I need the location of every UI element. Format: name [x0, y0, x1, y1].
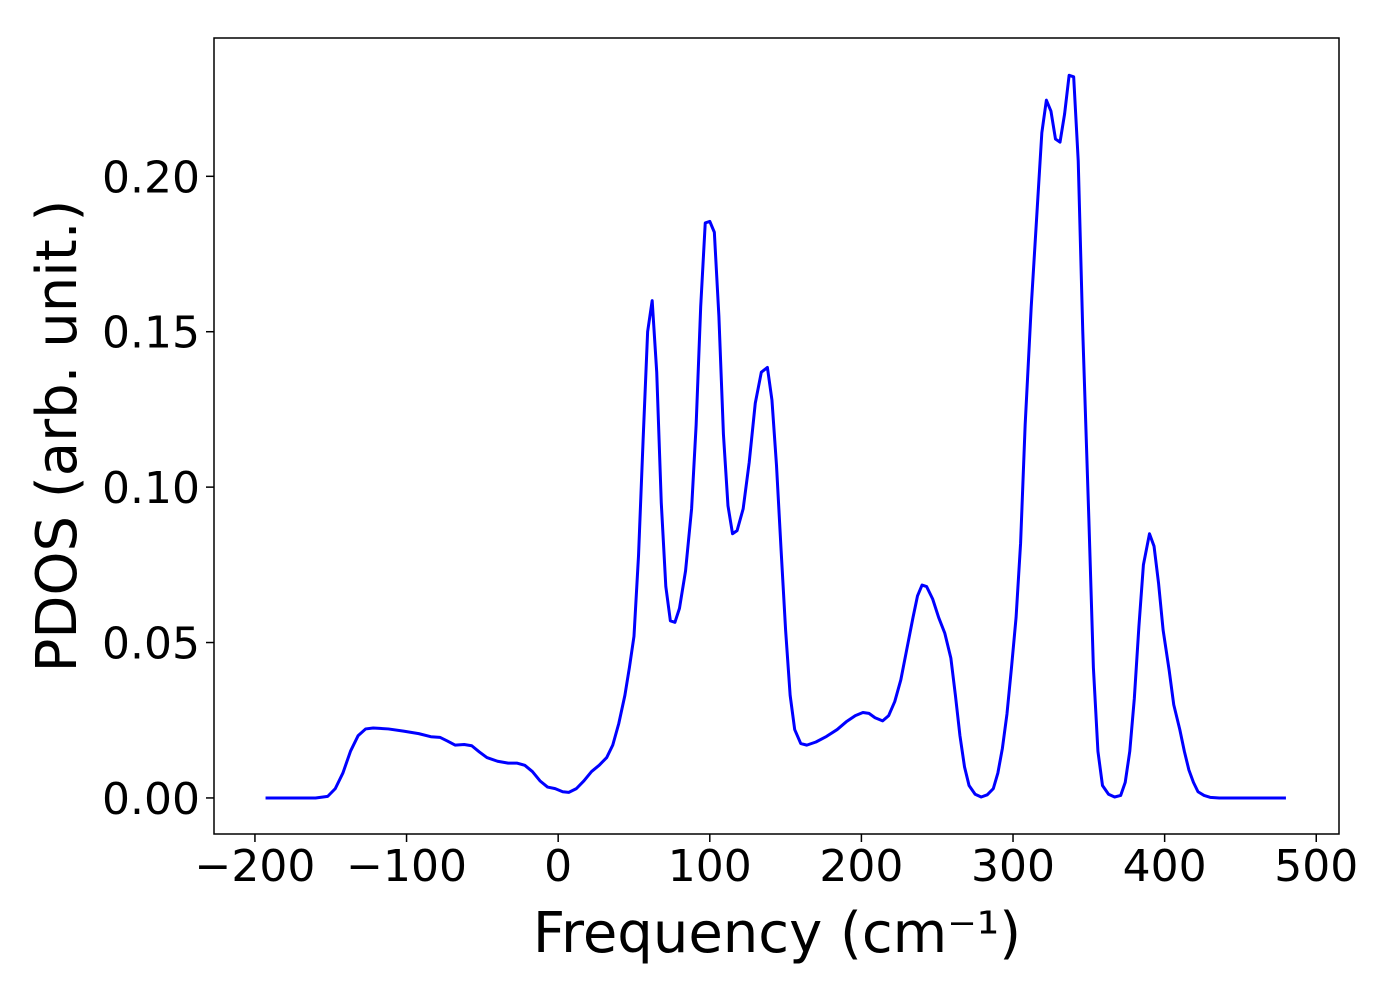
- y-tick-label: 0.00: [102, 774, 200, 825]
- y-axis-label: PDOS (arb. unit.): [25, 200, 90, 673]
- data-line: [265, 73, 1286, 800]
- x-tick-label: 500: [1274, 841, 1358, 892]
- x-tick-label: 300: [971, 841, 1055, 892]
- x-tick-label: 100: [668, 841, 752, 892]
- y-tick-label: 0.10: [102, 463, 200, 514]
- y-tick-label: 0.05: [102, 619, 200, 670]
- x-tick-label: −200: [195, 841, 316, 892]
- x-tick-label: −100: [346, 841, 467, 892]
- x-tick-label: 0: [544, 841, 572, 892]
- y-tick-label: 0.15: [102, 308, 200, 359]
- plot-frame: [213, 37, 1340, 835]
- y-tick-label: 0.20: [102, 152, 200, 203]
- x-tick-label: 200: [819, 841, 903, 892]
- x-axis-label: Frequency (cm⁻¹): [533, 901, 1021, 966]
- x-tick-label: 400: [1123, 841, 1207, 892]
